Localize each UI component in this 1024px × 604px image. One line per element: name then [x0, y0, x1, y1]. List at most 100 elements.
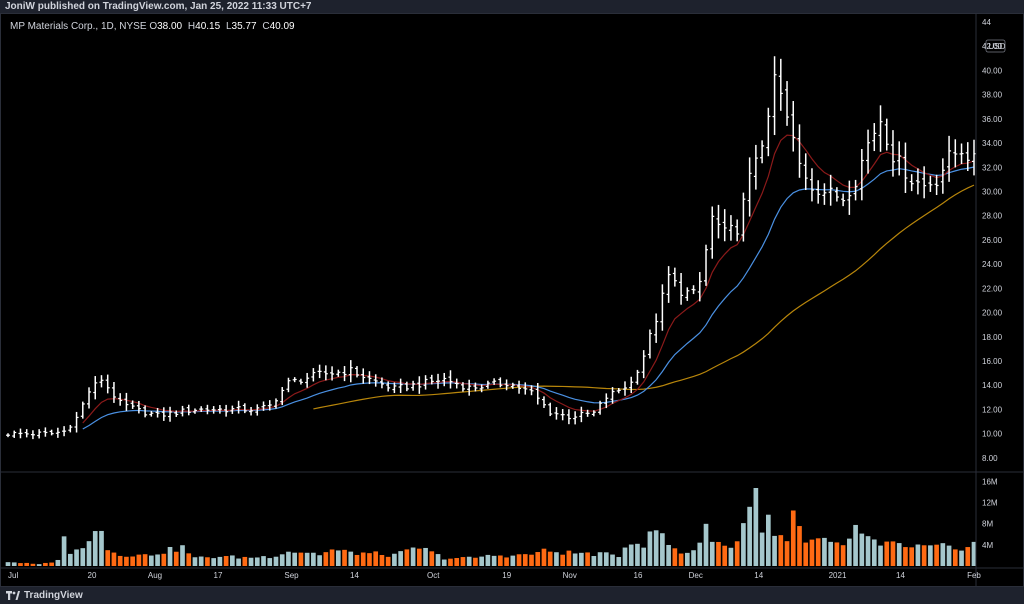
- volume-bar: [616, 557, 622, 566]
- volume-bar: [716, 541, 721, 566]
- volume-bar: [279, 554, 285, 566]
- volume-bar: [884, 541, 890, 566]
- volume-bar: [117, 555, 123, 566]
- volume-bar: [653, 530, 659, 566]
- price-bar: [498, 377, 503, 388]
- price-bar: [940, 158, 945, 194]
- price-tick-label: 28.00: [982, 212, 1003, 221]
- volume-bar: [778, 535, 784, 566]
- volume-bar: [541, 548, 547, 566]
- chart-frame: [0, 13, 1024, 587]
- ma-slow-line: [313, 184, 975, 410]
- footer-bar: TradingView: [0, 587, 1024, 604]
- volume-bar: [878, 545, 883, 566]
- volume-bar: [554, 552, 559, 566]
- volume-bar: [828, 541, 833, 566]
- price-bar: [392, 382, 397, 394]
- price-bar: [866, 129, 871, 174]
- price-bar: [323, 365, 328, 381]
- price-bar: [236, 400, 241, 414]
- price-bar: [579, 406, 584, 423]
- price-tick-label: 10.00: [982, 430, 1003, 439]
- price-bar: [99, 375, 104, 388]
- volume-bar: [504, 557, 509, 566]
- price-bar: [311, 368, 316, 382]
- volume-bar: [180, 545, 185, 566]
- volume-bar: [585, 552, 590, 566]
- high-label: H: [187, 21, 196, 32]
- price-tick-label: 18.00: [982, 333, 1003, 342]
- price-bar: [429, 374, 434, 385]
- time-tick-label: Aug: [148, 571, 162, 580]
- volume-bar: [772, 535, 777, 566]
- volume-bar: [292, 552, 298, 566]
- moving-averages: [82, 134, 975, 430]
- price-bar: [43, 427, 48, 437]
- volume-bar: [510, 555, 516, 566]
- price-bar: [423, 375, 428, 390]
- axes: 8.00 10.00 12.00 14.00 16.00 18.00 20.00 22.00 2…: [0, 14, 1024, 586]
- volume-bar: [67, 553, 73, 566]
- time-tick-label: 16: [634, 571, 643, 580]
- volume-bar: [360, 552, 366, 566]
- symbol-legend: MP Materials Corp., 1D, NYSE O38.00 H40.…: [10, 21, 298, 32]
- price-bar: [367, 371, 372, 385]
- volume-bar: [797, 526, 802, 566]
- price-bar: [697, 272, 702, 302]
- volume-bar: [254, 557, 260, 566]
- price-bar: [909, 174, 914, 192]
- time-tick-label: Oct: [427, 571, 440, 580]
- volume-bar: [367, 553, 372, 566]
- price-bar: [878, 105, 883, 152]
- volume-bar: [560, 554, 565, 566]
- price-bar: [928, 175, 933, 192]
- price-bar: [772, 56, 777, 136]
- price-bar: [37, 429, 42, 439]
- volume-bar: [205, 557, 210, 566]
- volume-bar: [822, 537, 827, 566]
- price-tick-label: 42.00: [982, 42, 1003, 51]
- volume-bar: [591, 556, 597, 566]
- price-bar: [541, 396, 546, 408]
- volume-bar: [161, 553, 167, 566]
- price-bar: [211, 406, 216, 414]
- price-bar: [143, 405, 148, 418]
- volume-bar: [142, 554, 148, 566]
- volume-bar: [24, 562, 30, 566]
- time-tick-label: 2021: [829, 571, 847, 580]
- price-bar: [803, 153, 808, 191]
- volume-bar: [684, 552, 690, 566]
- price-bar: [616, 387, 621, 394]
- price-bar: [859, 149, 864, 201]
- price-bar: [672, 267, 677, 287]
- price-bar: [573, 411, 578, 425]
- price-bar: [180, 405, 185, 417]
- volume-bar: [448, 558, 453, 566]
- volume-tick-label: 8M: [982, 520, 993, 529]
- price-bar: [747, 157, 752, 217]
- price-bar: [448, 370, 453, 389]
- volume-bar: [267, 558, 273, 566]
- price-bar: [124, 392, 129, 411]
- price-tick-label: 40.00: [982, 66, 1003, 75]
- volume-bar: [566, 550, 572, 566]
- price-bar: [242, 403, 247, 414]
- price-bar: [111, 382, 116, 403]
- price-tick-label: 20.00: [982, 309, 1003, 318]
- price-bar: [286, 377, 291, 393]
- volume-bar: [454, 558, 460, 566]
- volume-bar: [5, 562, 11, 566]
- price-bar: [741, 192, 746, 242]
- price-bar: [30, 430, 35, 440]
- price-bar: [598, 400, 603, 415]
- price-bar: [348, 360, 353, 383]
- volume-bar: [666, 544, 671, 566]
- volume-bar: [130, 556, 135, 566]
- volume-bar: [398, 551, 403, 566]
- volume-bar: [865, 536, 871, 566]
- volume-bar: [329, 549, 335, 566]
- volume-tick-label: 16M: [982, 477, 998, 486]
- price-bar: [660, 284, 665, 331]
- volume-bar: [928, 545, 933, 566]
